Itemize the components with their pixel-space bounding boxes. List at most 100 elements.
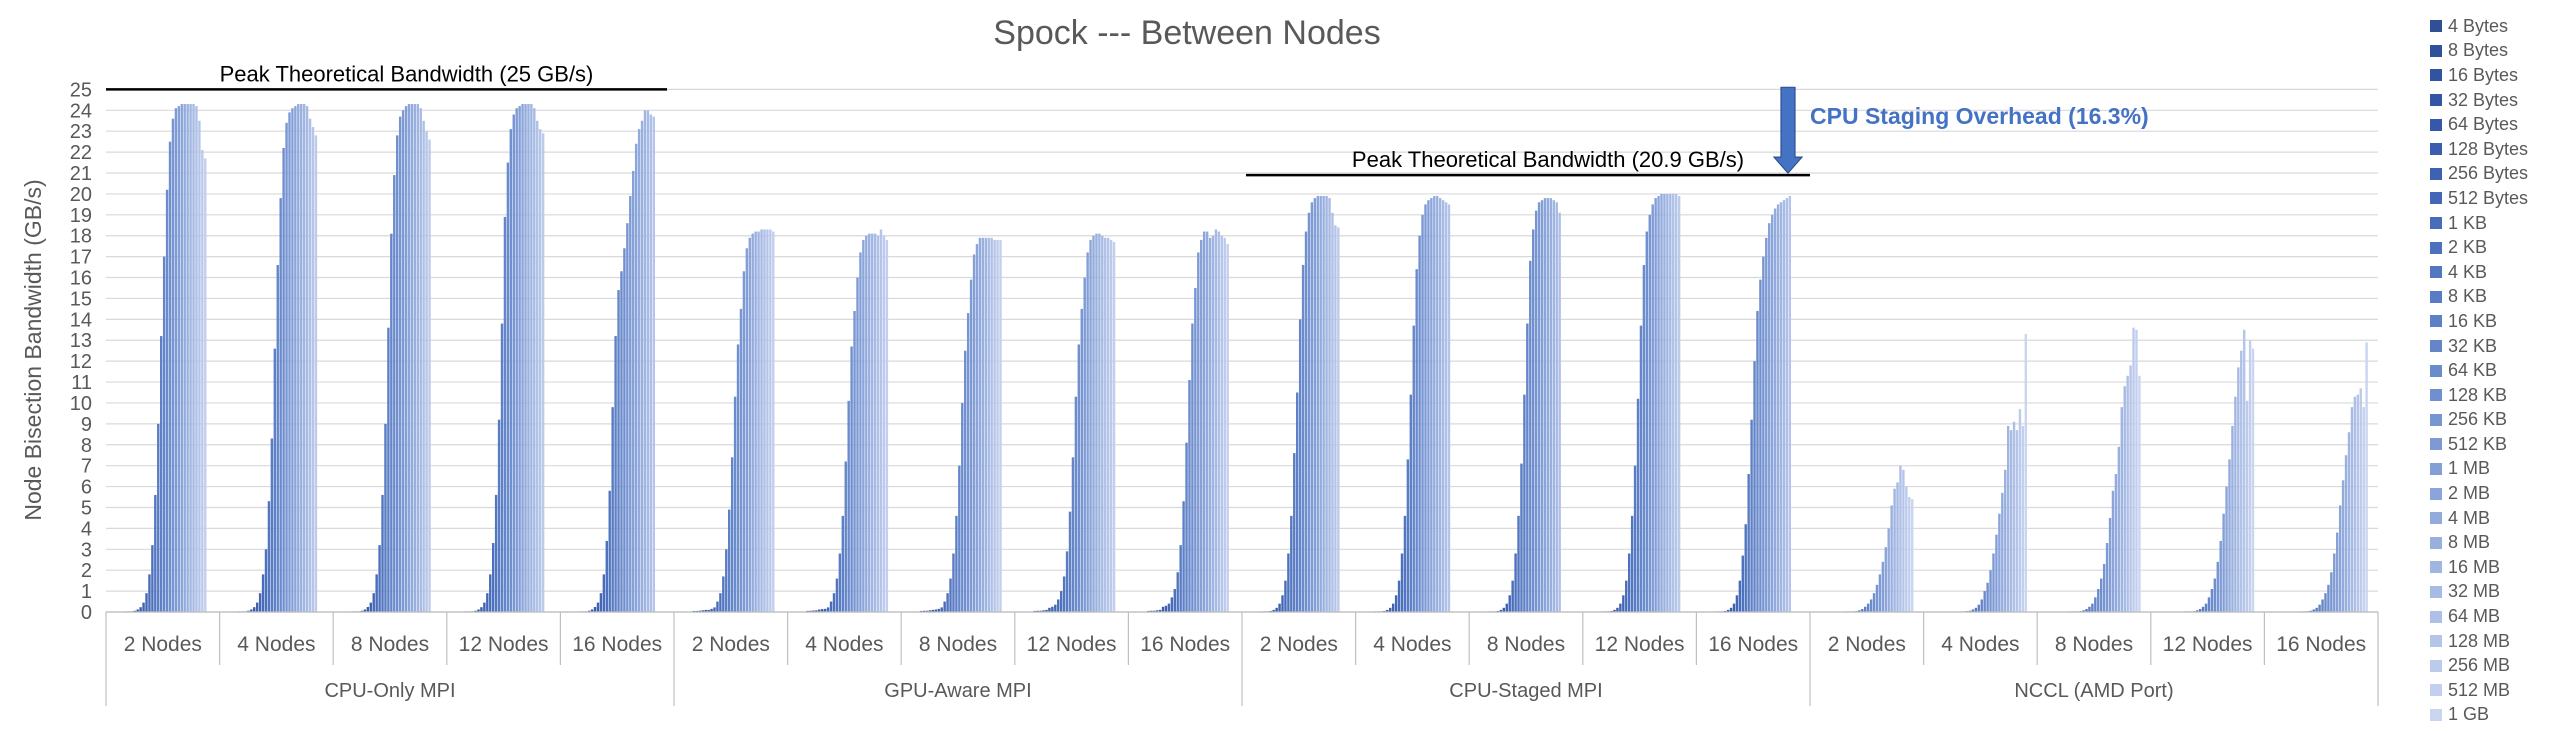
- bar: [428, 139, 431, 612]
- legend-label: 512 KB: [2448, 433, 2508, 454]
- bar: [1223, 237, 1226, 612]
- bar: [1622, 595, 1625, 612]
- bar: [722, 576, 725, 612]
- bar: [2132, 327, 2135, 612]
- bar: [710, 608, 713, 612]
- bar: [1077, 344, 1081, 612]
- bar: [928, 610, 932, 612]
- bar: [2312, 609, 2315, 612]
- bar: [530, 104, 533, 612]
- bar: [1540, 200, 1544, 612]
- category-label: 12 Nodes: [2163, 633, 2253, 656]
- bar: [1062, 576, 1066, 612]
- y-tick-label: 18: [70, 226, 92, 248]
- legend-item: 1 MB: [2430, 457, 2555, 482]
- legend-label: 512 MB: [2448, 679, 2511, 700]
- category-label: 2 Nodes: [692, 633, 770, 656]
- legend-swatch: [2430, 167, 2442, 180]
- bar: [136, 609, 139, 612]
- y-tick-label: 1: [81, 581, 92, 603]
- bar: [716, 601, 719, 612]
- legend-label: 4 Bytes: [2448, 15, 2509, 36]
- bar: [1549, 198, 1553, 612]
- legend-swatch: [2430, 462, 2442, 475]
- bar: [1875, 584, 1879, 612]
- legend-label: 512 Bytes: [2448, 187, 2529, 208]
- bar: [876, 235, 880, 613]
- bar: [958, 465, 961, 612]
- bar: [1639, 325, 1643, 612]
- bar: [198, 120, 201, 612]
- bar: [1226, 244, 1229, 612]
- bar: [2108, 517, 2112, 612]
- category-label: 16 Nodes: [2276, 633, 2366, 656]
- bar: [2213, 578, 2217, 612]
- bar: [401, 110, 405, 613]
- bar: [1057, 599, 1060, 612]
- legend-label: 256 KB: [2448, 409, 2508, 430]
- legend-swatch: [2430, 217, 2442, 230]
- legend-swatch: [2430, 69, 2442, 82]
- legend-item: 8 KB: [2430, 285, 2555, 310]
- bar: [730, 457, 734, 612]
- bar: [1150, 610, 1153, 612]
- bar: [987, 237, 990, 612]
- bar: [1089, 239, 1092, 612]
- bar: [859, 252, 862, 612]
- group-label: GPU-Aware MPI: [884, 680, 1031, 702]
- bar: [1555, 202, 1558, 612]
- legend-item: 512 MB: [2430, 678, 2555, 703]
- bar: [1532, 229, 1535, 612]
- bar: [1756, 310, 1759, 612]
- bar: [142, 602, 145, 612]
- bar: [1657, 196, 1660, 612]
- bar: [2245, 400, 2249, 612]
- bar: [2207, 597, 2211, 612]
- bar: [2138, 375, 2141, 612]
- bar: [1068, 511, 1072, 612]
- bar: [1438, 198, 1442, 612]
- bar: [1153, 610, 1156, 612]
- category-label: 12 Nodes: [459, 633, 549, 656]
- bar: [2021, 425, 2025, 612]
- bar: [533, 108, 536, 613]
- bar: [1505, 603, 1508, 612]
- bar: [2006, 425, 2010, 612]
- y-tick-label: 17: [70, 247, 92, 269]
- bar: [1272, 609, 1275, 612]
- bar: [1389, 607, 1392, 612]
- legend-item: 32 Bytes: [2430, 88, 2555, 113]
- bar: [253, 607, 256, 612]
- category-label: 16 Nodes: [1708, 633, 1798, 656]
- legend-item: 2 KB: [2430, 235, 2555, 260]
- bar: [1095, 233, 1098, 612]
- bar: [1304, 231, 1308, 613]
- bar: [873, 233, 877, 612]
- legend-swatch: [2430, 585, 2442, 598]
- legend-label: 1 KB: [2448, 212, 2488, 233]
- bar: [521, 104, 524, 612]
- bar: [480, 607, 483, 612]
- y-tick-label: 11: [71, 372, 92, 394]
- category-label: 8 Nodes: [351, 633, 429, 656]
- bar: [2338, 505, 2342, 612]
- bar: [870, 233, 874, 612]
- bar: [2204, 603, 2208, 612]
- bar: [1287, 553, 1290, 612]
- legend-swatch: [2430, 487, 2442, 500]
- bar: [1911, 499, 1914, 612]
- bar: [1083, 277, 1086, 612]
- legend-swatch: [2430, 20, 2442, 33]
- bar: [1517, 515, 1520, 612]
- bar: [1313, 198, 1317, 612]
- bar: [637, 129, 641, 612]
- bar: [2216, 561, 2219, 612]
- bar: [515, 108, 518, 613]
- bar: [728, 509, 731, 612]
- legend-label: 32 Bytes: [2448, 89, 2519, 110]
- bar: [1185, 442, 1188, 612]
- bar: [1613, 609, 1616, 612]
- bar: [425, 131, 428, 612]
- bar: [1726, 609, 1730, 612]
- bar: [192, 104, 195, 612]
